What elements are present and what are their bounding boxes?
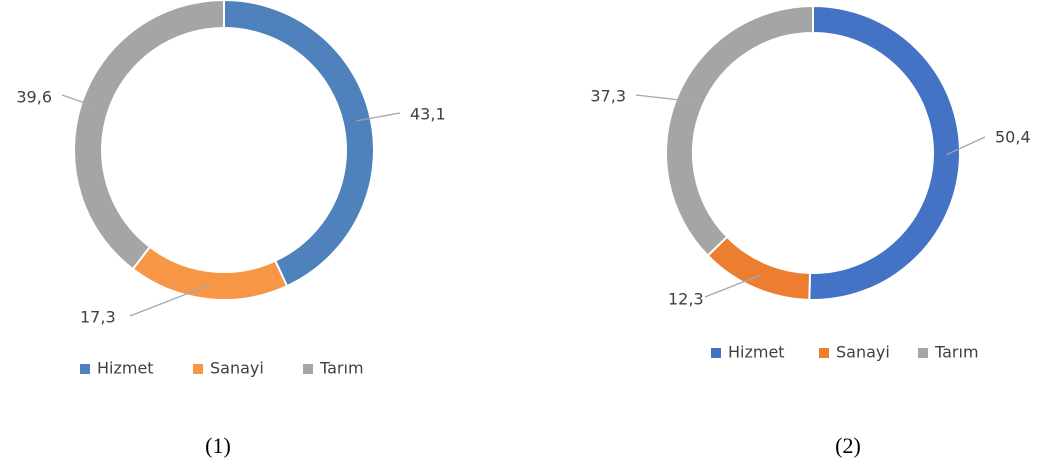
legend-label: Sanayi — [836, 343, 890, 362]
legend-swatch — [918, 348, 928, 358]
data-label: 17,3 — [80, 308, 116, 327]
legend-swatch — [80, 364, 90, 374]
donut-segment — [131, 245, 289, 301]
legend-label: Sanayi — [210, 359, 264, 378]
donut-segment — [73, 0, 225, 271]
caption: (2) — [835, 433, 861, 458]
leader-line — [946, 136, 986, 156]
legend-label: Tarım — [934, 343, 979, 362]
legend-swatch — [711, 348, 721, 358]
legend-swatch — [303, 364, 313, 374]
legend-swatch — [819, 348, 829, 358]
leader-line — [129, 284, 210, 317]
legend-swatch — [193, 364, 203, 374]
legend-label: Hizmet — [728, 343, 785, 362]
data-label: 12,3 — [668, 290, 704, 309]
legend-label: Hizmet — [97, 359, 154, 378]
data-label: 43,1 — [410, 105, 446, 124]
donut-segment — [808, 4, 961, 301]
data-label: 39,6 — [16, 88, 52, 107]
caption: (1) — [205, 433, 231, 458]
data-label: 50,4 — [995, 128, 1031, 147]
leader-line — [635, 94, 691, 102]
leader-line — [61, 94, 96, 107]
leader-line — [704, 274, 760, 298]
data-label: 37,3 — [590, 87, 626, 106]
donut-segment — [665, 4, 814, 258]
legend-label: Tarım — [319, 359, 364, 378]
donut-segment — [223, 0, 375, 288]
leader-line — [356, 112, 401, 122]
